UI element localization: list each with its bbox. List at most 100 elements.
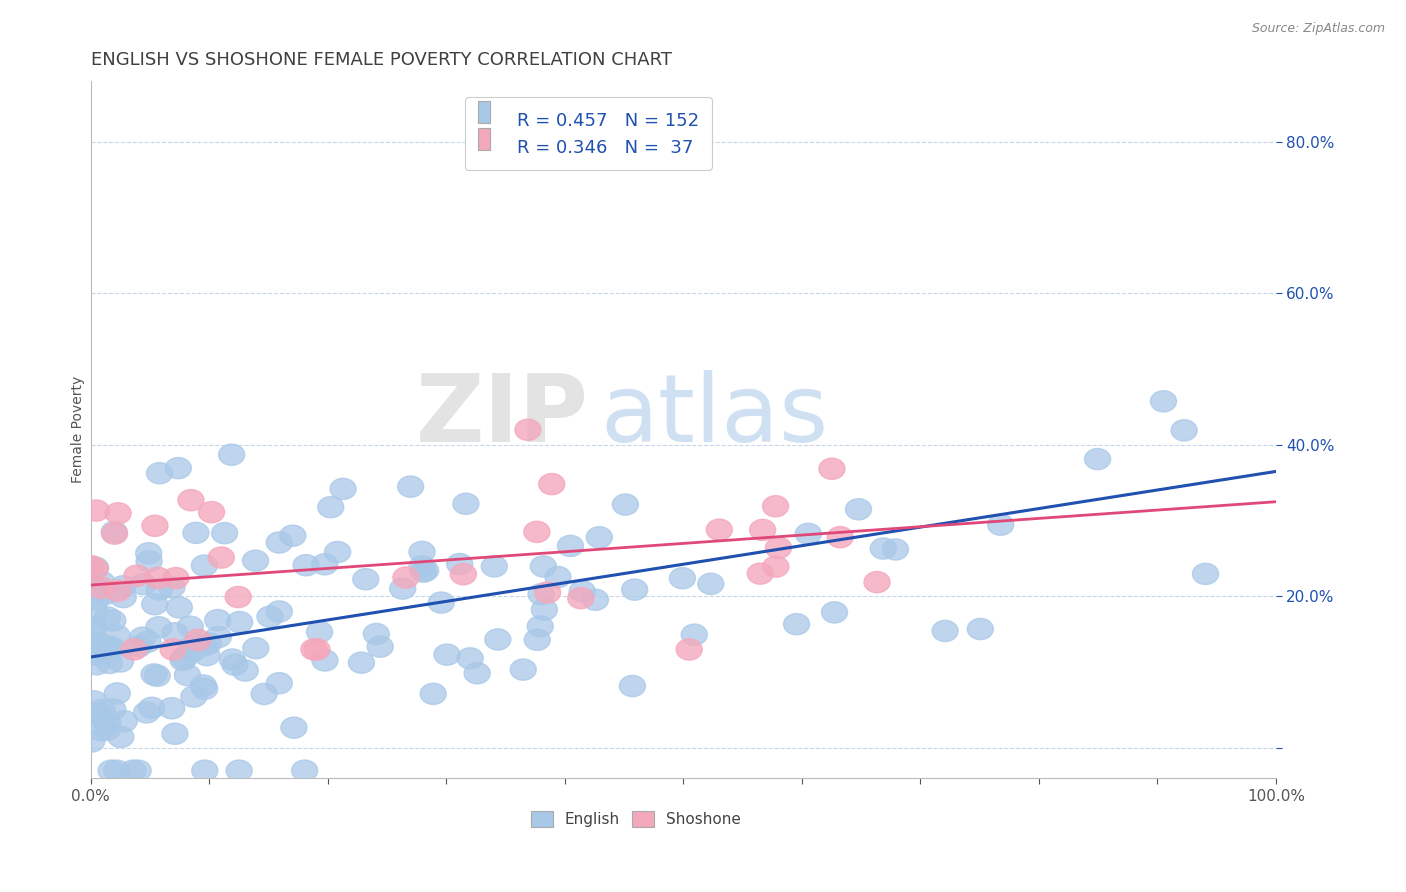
Ellipse shape (141, 664, 167, 685)
Ellipse shape (160, 639, 186, 660)
Ellipse shape (821, 602, 848, 623)
Ellipse shape (409, 556, 434, 577)
Ellipse shape (682, 624, 707, 645)
Ellipse shape (77, 632, 104, 654)
Ellipse shape (97, 652, 122, 673)
Ellipse shape (80, 574, 105, 596)
Ellipse shape (179, 640, 205, 662)
Ellipse shape (208, 547, 235, 568)
Ellipse shape (100, 698, 125, 720)
Ellipse shape (292, 555, 319, 576)
Ellipse shape (100, 638, 125, 658)
Ellipse shape (125, 760, 152, 781)
Ellipse shape (304, 639, 330, 660)
Ellipse shape (205, 626, 232, 648)
Ellipse shape (796, 524, 821, 544)
Ellipse shape (183, 522, 209, 543)
Ellipse shape (211, 523, 238, 544)
Ellipse shape (312, 554, 337, 574)
Ellipse shape (232, 660, 259, 681)
Ellipse shape (987, 514, 1014, 535)
Ellipse shape (389, 578, 416, 599)
Ellipse shape (568, 588, 593, 608)
Ellipse shape (353, 568, 378, 590)
Ellipse shape (301, 639, 328, 660)
Ellipse shape (330, 478, 356, 500)
Ellipse shape (412, 560, 439, 581)
Ellipse shape (177, 637, 204, 658)
Ellipse shape (1084, 449, 1111, 470)
Ellipse shape (569, 581, 595, 602)
Ellipse shape (870, 538, 896, 559)
Ellipse shape (434, 644, 460, 665)
Ellipse shape (363, 624, 389, 645)
Ellipse shape (166, 458, 191, 479)
Ellipse shape (162, 723, 188, 745)
Ellipse shape (84, 705, 111, 726)
Ellipse shape (104, 760, 129, 781)
Ellipse shape (1192, 564, 1219, 584)
Ellipse shape (280, 525, 307, 546)
Ellipse shape (142, 516, 167, 536)
Ellipse shape (94, 607, 121, 628)
Ellipse shape (163, 567, 188, 589)
Ellipse shape (139, 698, 165, 718)
Ellipse shape (349, 652, 374, 673)
Ellipse shape (281, 717, 307, 739)
Ellipse shape (527, 615, 553, 637)
Ellipse shape (104, 682, 131, 704)
Ellipse shape (464, 663, 491, 684)
Ellipse shape (136, 550, 162, 572)
Ellipse shape (457, 648, 484, 669)
Ellipse shape (325, 541, 350, 563)
Ellipse shape (82, 690, 107, 712)
Ellipse shape (485, 629, 510, 650)
Ellipse shape (79, 640, 104, 661)
Ellipse shape (87, 644, 112, 665)
Ellipse shape (524, 521, 550, 542)
Ellipse shape (110, 575, 136, 597)
Ellipse shape (510, 659, 536, 681)
Ellipse shape (586, 526, 613, 548)
Ellipse shape (96, 636, 122, 657)
Ellipse shape (179, 490, 204, 511)
Ellipse shape (198, 501, 225, 523)
Ellipse shape (453, 493, 479, 515)
Ellipse shape (827, 526, 853, 548)
Ellipse shape (749, 519, 776, 541)
Ellipse shape (226, 612, 253, 632)
Ellipse shape (481, 556, 508, 577)
Ellipse shape (367, 636, 394, 657)
Ellipse shape (546, 566, 571, 588)
Ellipse shape (159, 698, 184, 719)
Ellipse shape (104, 580, 131, 601)
Text: ENGLISH VS SHOSHONE FEMALE POVERTY CORRELATION CHART: ENGLISH VS SHOSHONE FEMALE POVERTY CORRE… (91, 51, 672, 69)
Ellipse shape (162, 623, 188, 644)
Ellipse shape (242, 550, 269, 571)
Ellipse shape (524, 629, 550, 650)
Ellipse shape (266, 673, 292, 694)
Ellipse shape (706, 519, 733, 541)
Ellipse shape (191, 760, 218, 781)
Ellipse shape (83, 500, 110, 521)
Ellipse shape (170, 649, 195, 671)
Ellipse shape (409, 541, 434, 563)
Ellipse shape (83, 589, 110, 610)
Ellipse shape (89, 577, 114, 599)
Ellipse shape (222, 654, 247, 675)
Ellipse shape (252, 683, 277, 705)
Ellipse shape (226, 760, 252, 781)
Ellipse shape (621, 579, 648, 600)
Ellipse shape (104, 625, 129, 647)
Ellipse shape (531, 599, 557, 620)
Text: atlas: atlas (600, 370, 828, 462)
Ellipse shape (79, 731, 104, 752)
Ellipse shape (135, 631, 162, 652)
Ellipse shape (82, 600, 107, 621)
Ellipse shape (79, 581, 105, 601)
Ellipse shape (184, 630, 211, 650)
Ellipse shape (191, 555, 218, 576)
Ellipse shape (135, 542, 162, 564)
Text: Source: ZipAtlas.com: Source: ZipAtlas.com (1251, 22, 1385, 36)
Y-axis label: Female Poverty: Female Poverty (72, 376, 86, 483)
